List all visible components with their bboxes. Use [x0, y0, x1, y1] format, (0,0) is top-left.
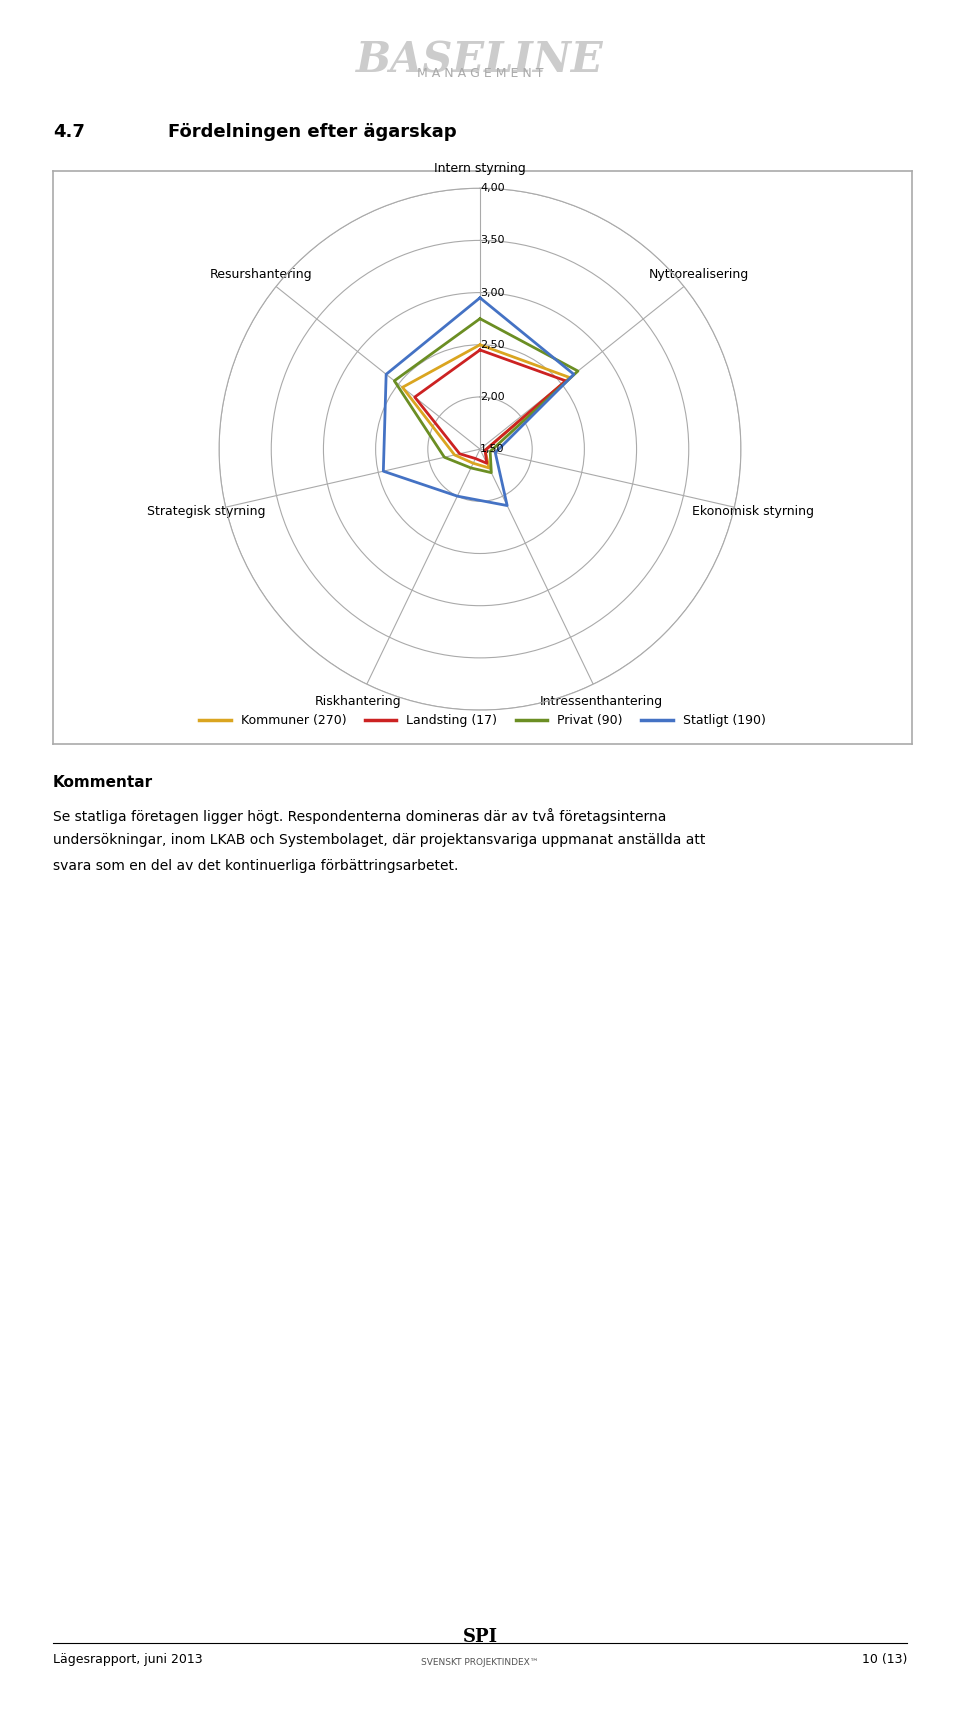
Legend: Kommuner (270), Landsting (17), Privat (90), Statligt (190): Kommuner (270), Landsting (17), Privat (… — [194, 710, 771, 732]
Text: BASELINE: BASELINE — [356, 39, 604, 82]
Text: M A N A G E M E N T: M A N A G E M E N T — [417, 67, 543, 80]
Text: Lägesrapport, juni 2013: Lägesrapport, juni 2013 — [53, 1653, 203, 1667]
Text: 2,00: 2,00 — [480, 392, 505, 402]
Text: 10 (13): 10 (13) — [862, 1653, 907, 1667]
Text: SVENSKT PROJEKTINDEX™: SVENSKT PROJEKTINDEX™ — [421, 1658, 539, 1667]
Text: svara som en del av det kontinuerliga förbättringsarbetet.: svara som en del av det kontinuerliga fö… — [53, 859, 458, 873]
Text: SPI: SPI — [463, 1627, 497, 1646]
Text: 4.7: 4.7 — [53, 123, 84, 142]
Text: 2,50: 2,50 — [480, 340, 505, 349]
Text: 3,50: 3,50 — [480, 236, 505, 245]
Text: 3,00: 3,00 — [480, 287, 505, 298]
Text: undersökningar, inom LKAB och Systembolaget, där projektansvariga uppmanat anstä: undersökningar, inom LKAB och Systembola… — [53, 833, 706, 847]
Text: Se statliga företagen ligger högt. Respondenterna domineras där av två företagsi: Se statliga företagen ligger högt. Respo… — [53, 808, 666, 823]
Text: 1,50: 1,50 — [480, 445, 505, 453]
Text: Fördelningen efter ägarskap: Fördelningen efter ägarskap — [168, 123, 457, 142]
Text: Kommentar: Kommentar — [53, 775, 153, 790]
Text: 4,00: 4,00 — [480, 183, 505, 193]
